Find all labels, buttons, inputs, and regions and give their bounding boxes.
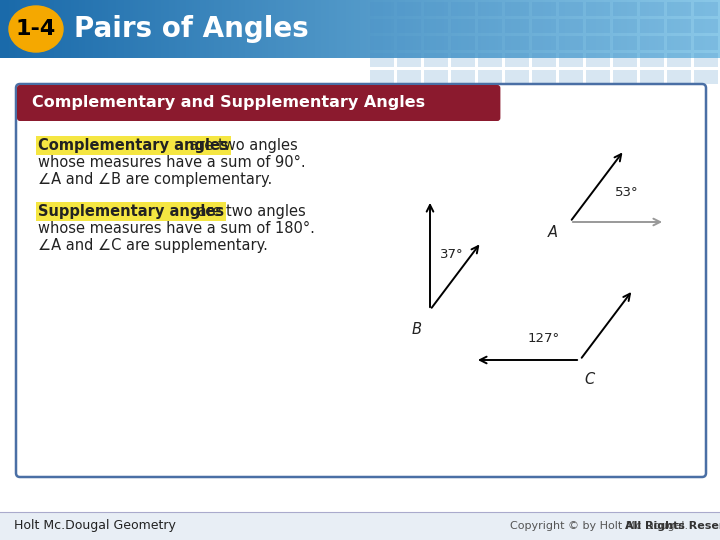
Bar	[694, 2, 718, 16]
FancyBboxPatch shape	[16, 84, 706, 477]
Bar	[694, 19, 718, 33]
Bar	[451, 53, 475, 67]
Bar	[694, 70, 718, 84]
Bar	[370, 70, 394, 84]
Bar	[424, 53, 448, 67]
Bar	[451, 2, 475, 16]
Bar	[559, 2, 583, 16]
Text: ∠A and ∠B are complementary.: ∠A and ∠B are complementary.	[38, 172, 272, 187]
Text: 1-4: 1-4	[16, 19, 56, 39]
Bar	[586, 2, 610, 16]
Bar	[397, 19, 421, 33]
Text: A: A	[548, 225, 558, 240]
Bar	[505, 2, 529, 16]
Bar	[397, 36, 421, 50]
Bar	[613, 19, 637, 33]
Text: Copyright © by Holt Mc Dougal.: Copyright © by Holt Mc Dougal.	[510, 521, 688, 531]
Bar	[559, 36, 583, 50]
Bar	[667, 53, 691, 67]
Text: 127°: 127°	[528, 332, 560, 345]
Text: 53°: 53°	[615, 186, 639, 199]
Bar	[613, 53, 637, 67]
Bar	[532, 36, 556, 50]
Bar	[424, 19, 448, 33]
Bar	[451, 70, 475, 84]
Bar	[451, 36, 475, 50]
Bar	[532, 70, 556, 84]
Text: Holt Mc.Dougal Geometry: Holt Mc.Dougal Geometry	[14, 519, 176, 532]
Text: All Rights Reserved.: All Rights Reserved.	[625, 521, 720, 531]
Ellipse shape	[9, 6, 63, 52]
Bar	[640, 36, 664, 50]
Bar	[640, 70, 664, 84]
Bar	[667, 2, 691, 16]
Bar	[370, 53, 394, 67]
Bar	[667, 36, 691, 50]
Bar	[478, 19, 502, 33]
Bar	[586, 36, 610, 50]
Text: 37°: 37°	[440, 248, 464, 261]
Bar	[694, 36, 718, 50]
Bar	[586, 70, 610, 84]
Bar	[397, 53, 421, 67]
Bar	[694, 53, 718, 67]
Bar	[424, 2, 448, 16]
Text: Complementary and Supplementary Angles: Complementary and Supplementary Angles	[32, 96, 425, 111]
Bar	[370, 36, 394, 50]
Bar	[505, 36, 529, 50]
Bar	[640, 19, 664, 33]
Text: are two angles: are two angles	[193, 204, 306, 219]
Bar	[667, 19, 691, 33]
Bar	[0, 58, 720, 540]
Text: Pairs of Angles: Pairs of Angles	[74, 15, 309, 43]
Bar	[424, 70, 448, 84]
Text: whose measures have a sum of 180°.: whose measures have a sum of 180°.	[38, 221, 315, 236]
Bar	[505, 70, 529, 84]
FancyBboxPatch shape	[17, 85, 500, 121]
Bar	[370, 19, 394, 33]
Bar	[505, 53, 529, 67]
Text: Complementary angles: Complementary angles	[38, 138, 229, 153]
Text: ∠A and ∠C are supplementary.: ∠A and ∠C are supplementary.	[38, 238, 268, 253]
Bar	[532, 53, 556, 67]
Bar	[397, 70, 421, 84]
Bar	[505, 19, 529, 33]
Bar	[667, 70, 691, 84]
Text: whose measures have a sum of 90°.: whose measures have a sum of 90°.	[38, 155, 305, 170]
Bar	[640, 2, 664, 16]
Bar	[559, 19, 583, 33]
Bar	[559, 70, 583, 84]
Text: B: B	[412, 322, 422, 337]
Bar	[613, 70, 637, 84]
Bar	[451, 19, 475, 33]
Bar	[370, 2, 394, 16]
Bar	[478, 36, 502, 50]
Bar	[424, 36, 448, 50]
Bar	[397, 2, 421, 16]
Bar	[613, 2, 637, 16]
Bar	[640, 53, 664, 67]
Text: Supplementary angles: Supplementary angles	[38, 204, 224, 219]
Bar	[586, 53, 610, 67]
Bar	[478, 2, 502, 16]
Text: C: C	[584, 372, 594, 387]
Bar	[478, 70, 502, 84]
Bar	[0, 512, 720, 540]
Bar	[613, 36, 637, 50]
Bar	[559, 53, 583, 67]
Text: are two angles: are two angles	[185, 138, 298, 153]
Bar	[478, 53, 502, 67]
Bar	[586, 19, 610, 33]
Bar	[532, 2, 556, 16]
Bar	[532, 19, 556, 33]
